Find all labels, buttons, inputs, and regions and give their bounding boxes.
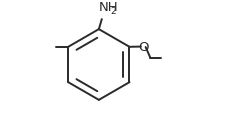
Text: 2: 2 xyxy=(110,7,116,16)
Text: O: O xyxy=(138,41,148,54)
Text: NH: NH xyxy=(98,1,118,14)
